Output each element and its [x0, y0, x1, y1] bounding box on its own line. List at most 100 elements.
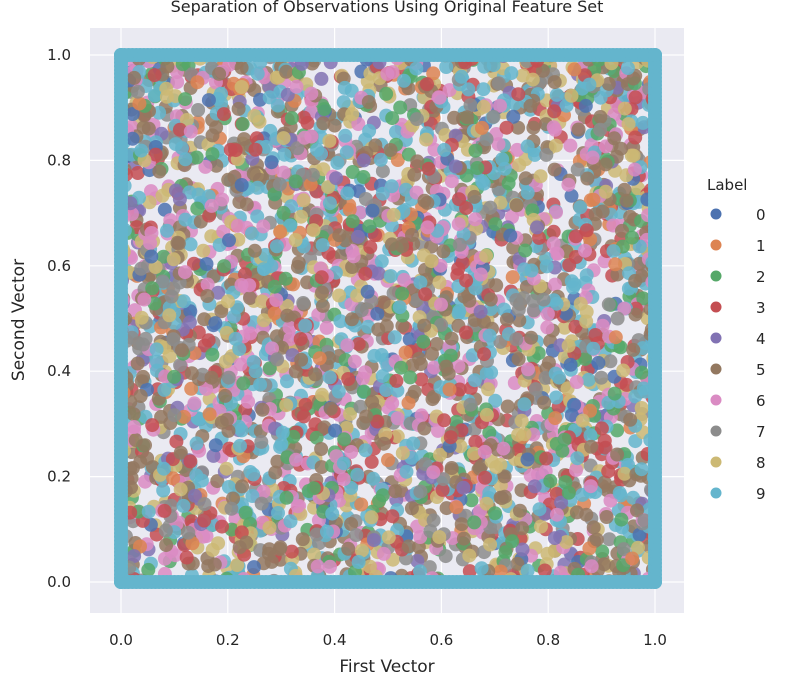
data-point-label-5	[221, 172, 236, 187]
data-point-label-5	[511, 120, 526, 135]
data-point-label-8	[219, 461, 234, 476]
data-point-label-6	[319, 320, 334, 335]
data-point-label-9	[366, 471, 381, 486]
data-point-label-7	[616, 542, 631, 557]
data-point-label-5	[499, 312, 514, 327]
data-point-label-5	[518, 171, 533, 186]
data-point-label-6	[143, 236, 158, 251]
data-point-label-3	[588, 328, 603, 342]
data-point-label-2	[141, 562, 156, 577]
data-point-label-2	[235, 117, 250, 132]
data-point-label-9	[520, 563, 535, 578]
data-point-label-0	[370, 306, 385, 321]
data-point-label-8	[476, 99, 491, 114]
data-point-label-2	[306, 481, 321, 496]
data-point-label-2	[505, 534, 520, 549]
data-point-label-5	[365, 394, 380, 409]
data-point-label-1	[449, 500, 464, 515]
data-point-label-2	[543, 473, 558, 488]
data-point-label-9	[269, 239, 284, 254]
data-point-label-6	[431, 423, 445, 438]
data-point-label-3	[511, 87, 526, 102]
data-point-label-3	[183, 454, 198, 469]
data-point-label-2	[345, 214, 360, 229]
data-point-label-5	[595, 204, 610, 219]
x-tick-labels: 0.0 0.2 0.4 0.6 0.8 1.0	[109, 631, 667, 649]
data-point-label-2	[467, 515, 482, 530]
data-point-label-9	[277, 147, 292, 162]
data-point-label-8	[617, 466, 632, 481]
data-point-label-6	[127, 420, 142, 434]
data-point-label-9	[476, 82, 491, 97]
data-point-label-5	[384, 237, 399, 252]
data-point-label-3	[341, 372, 356, 386]
data-point-label-9	[245, 226, 259, 241]
data-point-label-7	[463, 98, 478, 113]
data-point-label-3	[293, 332, 308, 347]
data-point-label-5	[246, 166, 261, 181]
data-point-label-6	[376, 546, 391, 561]
data-point-label-3	[187, 256, 201, 271]
data-point-label-6	[444, 174, 459, 189]
data-point-label-0	[144, 249, 159, 264]
data-point-label-3	[443, 430, 458, 445]
data-point-label-5	[584, 439, 599, 454]
data-point-label-5	[209, 120, 224, 135]
data-point-label-9	[413, 564, 427, 579]
data-point-label-8	[533, 169, 548, 184]
data-point-label-4	[329, 171, 344, 186]
data-point-label-8	[525, 72, 540, 87]
data-point-label-9	[336, 95, 351, 110]
x-tick-label: 0.4	[323, 631, 347, 649]
data-point-label-6	[561, 177, 576, 192]
data-point-label-9	[467, 373, 482, 388]
data-point-label-9	[351, 555, 366, 569]
data-point-label-7	[181, 525, 196, 540]
data-point-label-2	[178, 92, 193, 107]
data-point-label-5	[141, 121, 156, 136]
data-point-label-9	[482, 485, 497, 500]
data-point-label-2	[238, 505, 253, 520]
data-point-label-0	[360, 284, 375, 299]
data-point-label-2	[279, 490, 294, 505]
data-point-label-7	[413, 484, 428, 499]
data-point-label-0	[201, 93, 216, 108]
data-point-label-2	[488, 506, 502, 521]
data-point-label-3	[351, 337, 366, 352]
data-point-label-8	[548, 138, 563, 153]
data-point-label-9	[333, 314, 348, 329]
data-point-label-5	[569, 505, 584, 520]
data-point-label-5	[130, 356, 145, 371]
data-point-label-5	[268, 465, 283, 480]
data-point-label-6	[346, 249, 361, 264]
data-point-label-6	[199, 381, 214, 396]
data-point-label-2	[403, 370, 418, 385]
data-point-label-9	[330, 155, 345, 170]
data-point-label-9	[573, 200, 588, 215]
data-point-label-5	[275, 340, 289, 355]
x-tick-label: 0.8	[536, 631, 560, 649]
data-point-label-8	[453, 439, 468, 454]
data-point-label-5	[589, 532, 604, 547]
data-point-label-7	[438, 549, 453, 564]
data-point-label-5	[610, 447, 625, 462]
data-point-label-5	[295, 532, 310, 547]
data-point-label-0	[564, 408, 579, 423]
data-point-label-8	[262, 520, 277, 535]
data-point-label-7	[305, 167, 320, 182]
data-point-label-9	[524, 263, 539, 278]
data-point-label-5	[405, 228, 419, 242]
data-point-label-8	[631, 540, 645, 555]
data-point-label-8	[196, 243, 211, 258]
data-point-label-8	[557, 320, 572, 335]
data-point-label-3	[459, 325, 473, 340]
y-tick-label: 1.0	[47, 46, 71, 64]
data-point-label-2	[578, 351, 593, 366]
data-point-label-3	[364, 454, 379, 469]
data-point-label-3	[420, 77, 434, 92]
data-point-label-6	[563, 138, 578, 153]
data-point-label-1	[401, 395, 416, 410]
data-point-label-1	[202, 407, 217, 422]
data-point-label-6	[323, 559, 337, 574]
data-point-label-9	[336, 456, 351, 471]
